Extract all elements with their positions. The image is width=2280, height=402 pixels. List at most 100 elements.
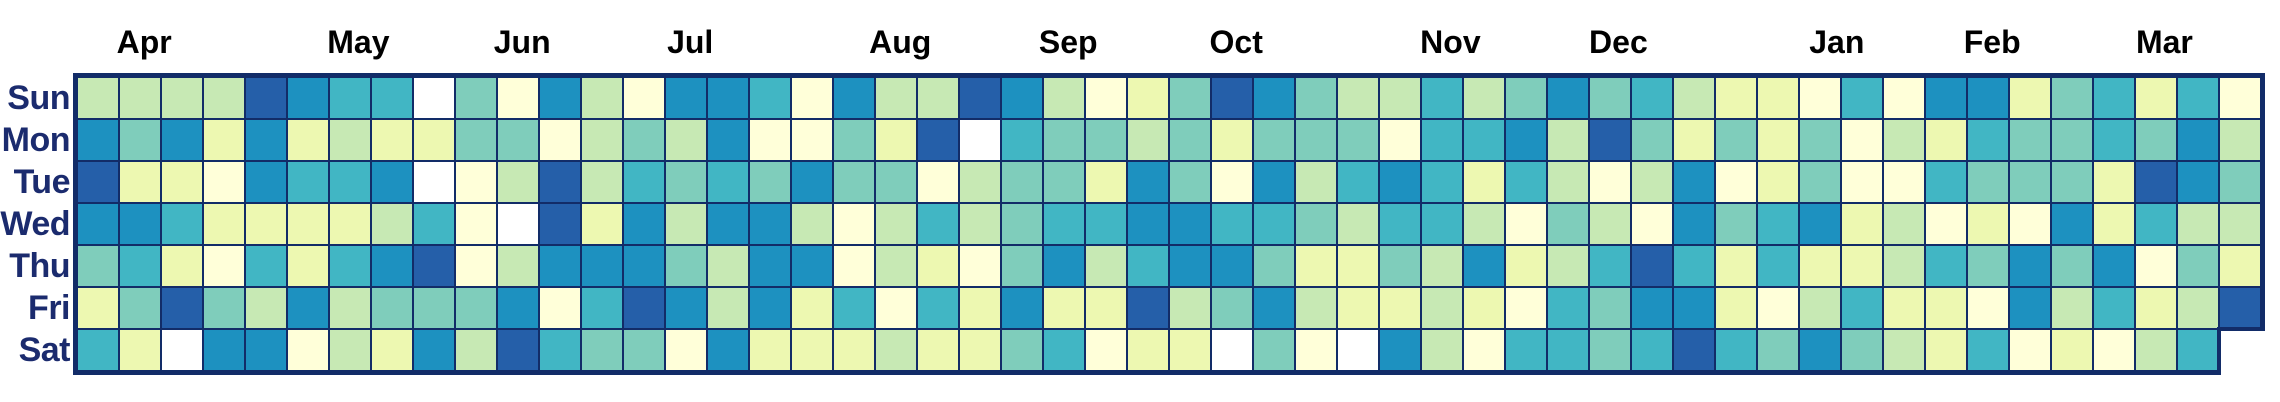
heatmap-cell[interactable] (1505, 329, 1547, 371)
heatmap-cell[interactable] (2177, 119, 2219, 161)
heatmap-cell[interactable] (497, 77, 539, 119)
heatmap-cell[interactable] (1211, 329, 1253, 371)
heatmap-cell[interactable] (287, 119, 329, 161)
heatmap-cell[interactable] (119, 329, 161, 371)
heatmap-cell[interactable] (245, 245, 287, 287)
heatmap-cell[interactable] (917, 329, 959, 371)
heatmap-cell[interactable] (1841, 77, 1883, 119)
heatmap-cell[interactable] (1043, 161, 1085, 203)
heatmap-cell[interactable] (413, 77, 455, 119)
heatmap-cell[interactable] (1547, 329, 1589, 371)
heatmap-cell[interactable] (1505, 203, 1547, 245)
heatmap-cell[interactable] (455, 77, 497, 119)
heatmap-cell[interactable] (2219, 245, 2261, 287)
heatmap-cell[interactable] (2177, 161, 2219, 203)
heatmap-cell[interactable] (287, 161, 329, 203)
heatmap-cell[interactable] (1757, 329, 1799, 371)
heatmap-cell[interactable] (1253, 77, 1295, 119)
heatmap-cell[interactable] (1379, 119, 1421, 161)
heatmap-cell[interactable] (413, 329, 455, 371)
heatmap-cell[interactable] (1379, 161, 1421, 203)
heatmap-cell[interactable] (1085, 161, 1127, 203)
heatmap-cell[interactable] (1715, 329, 1757, 371)
heatmap-cell[interactable] (455, 161, 497, 203)
heatmap-cell[interactable] (203, 203, 245, 245)
heatmap-cell[interactable] (1757, 203, 1799, 245)
heatmap-cell[interactable] (497, 329, 539, 371)
heatmap-cell[interactable] (1757, 77, 1799, 119)
heatmap-cell[interactable] (875, 161, 917, 203)
heatmap-cell[interactable] (2177, 287, 2219, 329)
heatmap-cell[interactable] (287, 77, 329, 119)
heatmap-cell[interactable] (1505, 161, 1547, 203)
heatmap-cell[interactable] (1295, 77, 1337, 119)
heatmap-cell[interactable] (161, 329, 203, 371)
heatmap-cell[interactable] (1127, 245, 1169, 287)
heatmap-cell[interactable] (2093, 161, 2135, 203)
heatmap-cell[interactable] (329, 77, 371, 119)
heatmap-cell[interactable] (539, 329, 581, 371)
heatmap-cell[interactable] (1967, 77, 2009, 119)
heatmap-cell[interactable] (1883, 203, 1925, 245)
heatmap-cell[interactable] (2135, 119, 2177, 161)
heatmap-cell[interactable] (1169, 245, 1211, 287)
heatmap-cell[interactable] (623, 77, 665, 119)
heatmap-cell[interactable] (287, 203, 329, 245)
heatmap-cell[interactable] (413, 119, 455, 161)
heatmap-cell[interactable] (1925, 287, 1967, 329)
heatmap-cell[interactable] (707, 77, 749, 119)
heatmap-cell[interactable] (1379, 77, 1421, 119)
heatmap-cell[interactable] (203, 119, 245, 161)
heatmap-cell[interactable] (2009, 203, 2051, 245)
heatmap-cell[interactable] (2219, 77, 2261, 119)
heatmap-cell[interactable] (1799, 203, 1841, 245)
heatmap-cell[interactable] (1589, 329, 1631, 371)
heatmap-cell[interactable] (581, 161, 623, 203)
heatmap-cell[interactable] (2135, 245, 2177, 287)
heatmap-cell[interactable] (2135, 161, 2177, 203)
heatmap-cell[interactable] (581, 77, 623, 119)
heatmap-cell[interactable] (1883, 329, 1925, 371)
heatmap-cell[interactable] (77, 77, 119, 119)
heatmap-cell[interactable] (2051, 245, 2093, 287)
heatmap-cell[interactable] (2009, 161, 2051, 203)
heatmap-cell[interactable] (1589, 119, 1631, 161)
heatmap-cell[interactable] (749, 203, 791, 245)
heatmap-cell[interactable] (749, 119, 791, 161)
heatmap-cell[interactable] (2177, 203, 2219, 245)
heatmap-cell[interactable] (2219, 203, 2261, 245)
heatmap-cell[interactable] (1085, 329, 1127, 371)
heatmap-cell[interactable] (1589, 203, 1631, 245)
heatmap-cell[interactable] (833, 77, 875, 119)
heatmap-cell[interactable] (1127, 329, 1169, 371)
heatmap-cell[interactable] (329, 245, 371, 287)
heatmap-cell[interactable] (1925, 77, 1967, 119)
heatmap-cell[interactable] (959, 245, 1001, 287)
heatmap-cell[interactable] (77, 119, 119, 161)
heatmap-cell[interactable] (791, 203, 833, 245)
heatmap-cell[interactable] (2093, 203, 2135, 245)
heatmap-cell[interactable] (203, 77, 245, 119)
heatmap-cell[interactable] (665, 203, 707, 245)
heatmap-cell[interactable] (455, 203, 497, 245)
heatmap-cell[interactable] (497, 245, 539, 287)
heatmap-cell[interactable] (959, 329, 1001, 371)
heatmap-cell[interactable] (1505, 77, 1547, 119)
heatmap-cell[interactable] (1295, 287, 1337, 329)
heatmap-cell[interactable] (539, 77, 581, 119)
heatmap-cell[interactable] (1043, 287, 1085, 329)
heatmap-cell[interactable] (497, 287, 539, 329)
heatmap-cell[interactable] (2051, 203, 2093, 245)
heatmap-cell[interactable] (1211, 119, 1253, 161)
heatmap-cell[interactable] (161, 119, 203, 161)
heatmap-cell[interactable] (875, 329, 917, 371)
heatmap-cell[interactable] (539, 287, 581, 329)
heatmap-cell[interactable] (1757, 161, 1799, 203)
heatmap-cell[interactable] (1253, 287, 1295, 329)
heatmap-cell[interactable] (833, 329, 875, 371)
heatmap-cell[interactable] (791, 77, 833, 119)
heatmap-cell[interactable] (581, 329, 623, 371)
heatmap-cell[interactable] (2093, 245, 2135, 287)
heatmap-cell[interactable] (707, 329, 749, 371)
heatmap-cell[interactable] (1043, 329, 1085, 371)
